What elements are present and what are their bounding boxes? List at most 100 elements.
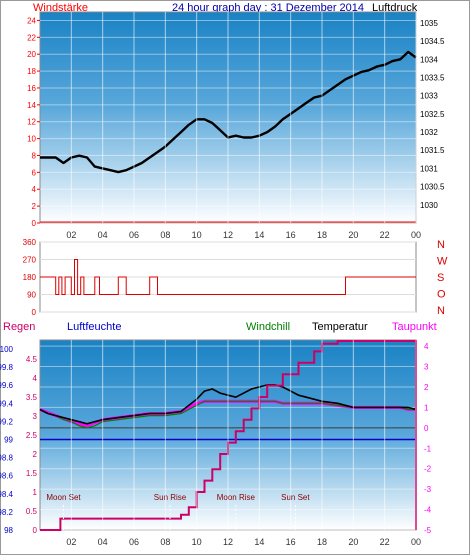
annotation-label: Sun Rise [154, 493, 187, 502]
humidity-tick-label: 100 [0, 345, 14, 354]
pressure-tick-label: 1032.5 [420, 110, 445, 119]
x-tick-label: 02 [66, 230, 76, 240]
x-tick-label: 06 [129, 537, 139, 547]
rain-tick-label: 1.5 [26, 469, 38, 478]
x-tick-label: 12 [223, 230, 233, 240]
x-tick-label: 12 [223, 537, 233, 547]
temp-tick-label: 1 [424, 403, 429, 412]
temp-tick-label: -1 [424, 444, 432, 453]
pressure-tick-label: 1034.5 [420, 37, 445, 46]
rain-tick-label: 4.5 [26, 355, 38, 364]
wind-tick-label: 10 [27, 135, 36, 144]
wind-tick-label: 18 [27, 67, 36, 76]
humidity-tick-label: 98.6 [0, 472, 14, 481]
temp-tick-label: 2 [424, 383, 429, 392]
temp-tick-label: -4 [424, 506, 432, 515]
x-tick-label: 18 [317, 537, 327, 547]
x-tick-label: 10 [192, 537, 202, 547]
temp-tick-label: 0 [424, 424, 429, 433]
rain-tick-label: 0 [33, 526, 38, 535]
humidity-tick-label: 99.8 [0, 363, 14, 372]
direction-tick-label: 90 [27, 291, 36, 300]
x-tick-label: 10 [192, 230, 202, 240]
dewpoint-legend: Taupunkt [392, 321, 437, 333]
temp-tick-label: -2 [424, 465, 432, 474]
compass-label: O [437, 289, 446, 301]
graph-title: 24 hour graph day : 31 Dezember 2014 [172, 2, 364, 14]
pressure-tick-label: 1030.5 [420, 183, 445, 192]
x-tick-label: 08 [160, 537, 170, 547]
pressure-tick-label: 1035 [420, 19, 438, 28]
compass-label: W [437, 256, 448, 268]
pressure-axis-ticks: 1030 1030.5 1031 1031.5 1032 1032.5 1033 1033.5… [420, 19, 445, 210]
compass-label: S [437, 272, 444, 284]
astro-annotations: Moon Set Sun Rise Moon Rise Sun Set [46, 493, 310, 530]
humidity-tick-label: 99 [4, 436, 13, 445]
panel1-x-ticks: 02 04 06 08 10 12 14 16 18 20 22 00 [66, 12, 421, 240]
humidity-tick-label: 98.8 [0, 454, 14, 463]
pressure-tick-label: 1030 [420, 201, 438, 210]
pressure-tick-label: 1034 [420, 55, 438, 64]
x-tick-label: 20 [348, 537, 358, 547]
windchill-legend: Windchill [246, 321, 290, 333]
annotation-label: Moon Rise [217, 493, 256, 502]
x-tick-label: 00 [411, 230, 421, 240]
panel3-x-ticks: 02 04 06 08 10 12 14 16 18 20 22 00 [66, 340, 421, 547]
x-tick-label: 18 [317, 230, 327, 240]
x-tick-label: 00 [411, 537, 421, 547]
x-tick-label: 16 [286, 537, 296, 547]
rain-tick-label: 3 [33, 412, 38, 421]
humidity-tick-label: 98.2 [0, 508, 14, 517]
direction-tick-label: 180 [23, 273, 37, 282]
x-tick-label: 04 [98, 230, 108, 240]
direction-axis-ticks: 0 90 180 270 360 [23, 238, 37, 317]
humidity-tick-label: 99.2 [0, 417, 14, 426]
rain-line [40, 340, 417, 531]
temperature-legend: Temperatur [312, 321, 368, 333]
wind-tick-label: 6 [32, 168, 37, 177]
rain-axis-title: Regen [3, 321, 35, 333]
wind-axis-title: Windstärke [33, 2, 88, 14]
humidity-tick-label: 99.4 [0, 399, 14, 408]
humidity-axis-title: Luftfeuchte [67, 321, 121, 333]
x-tick-label: 04 [98, 537, 108, 547]
windchill-line [39, 400, 416, 429]
x-tick-label: 14 [254, 230, 264, 240]
x-tick-label: 06 [129, 230, 139, 240]
compass-label: N [437, 305, 445, 317]
pressure-tick-label: 1031.5 [420, 146, 445, 155]
rain-tick-label: 0.5 [26, 507, 38, 516]
direction-line [40, 259, 416, 295]
rain-axis-ticks: 0 0.5 1 1.5 2 2.5 3 3.5 4 4.5 [26, 355, 38, 535]
wind-tick-label: 0 [32, 219, 37, 228]
direction-tick-label: 270 [23, 256, 37, 265]
humidity-axis-ticks: 98 98.2 98.4 98.6 98.8 99 99.2 99.4 99.6 99.8 100 [0, 345, 14, 535]
x-tick-label: 14 [254, 537, 264, 547]
x-tick-label: 22 [380, 537, 390, 547]
wind-tick-label: 4 [32, 185, 37, 194]
annotation-label: Moon Set [46, 493, 81, 502]
rain-tick-label: 2 [33, 450, 38, 459]
annotation-label: Sun Set [281, 493, 310, 502]
x-tick-label: 16 [286, 230, 296, 240]
pressure-tick-label: 1033 [420, 92, 438, 101]
temp-tick-label: 3 [424, 363, 429, 372]
wind-tick-label: 2 [32, 202, 37, 211]
wind-tick-label: 8 [32, 151, 37, 160]
rain-tick-label: 1 [33, 488, 38, 497]
x-tick-label: 22 [380, 230, 390, 240]
temp-tick-label: -5 [424, 526, 432, 535]
direction-series [40, 259, 416, 295]
x-tick-label: 20 [348, 230, 358, 240]
pressure-tick-label: 1032 [420, 128, 438, 137]
wind-tick-label: 22 [27, 33, 36, 42]
rain-tick-label: 2.5 [26, 431, 38, 440]
humidity-tick-label: 99.6 [0, 381, 14, 390]
temp-tick-label: -3 [424, 485, 432, 494]
humidity-tick-label: 98 [4, 526, 13, 535]
temp-tick-label: 4 [424, 342, 429, 351]
temperature-axis-ticks: -5 -4 -3 -2 -1 0 1 2 3 4 [424, 342, 432, 535]
